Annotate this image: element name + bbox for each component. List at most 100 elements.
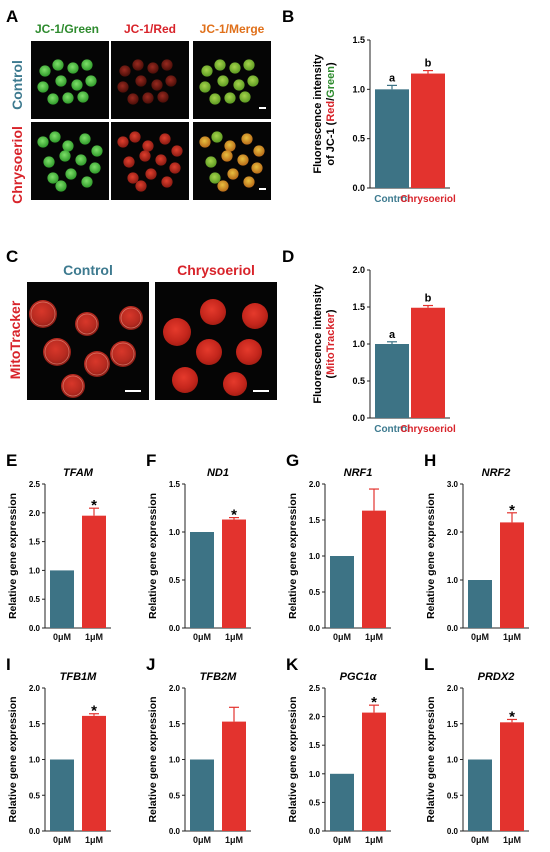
x-tick-label: 0μM — [471, 632, 489, 642]
y-tick-label: 1.5 — [352, 302, 365, 312]
cell — [224, 140, 236, 152]
y-axis-label: Relative gene expression — [147, 696, 159, 822]
panel-letter-e: E — [6, 451, 17, 470]
cell — [47, 172, 59, 184]
bar-control — [468, 580, 492, 628]
y-tick-label: 0.0 — [309, 624, 321, 633]
x-tick-label: 0μM — [333, 835, 351, 845]
cell — [123, 156, 135, 168]
cell — [37, 136, 49, 148]
x-tick-label: 1μM — [85, 632, 103, 642]
bar-control — [50, 759, 74, 831]
jc1-micrograph — [193, 122, 271, 200]
cell — [43, 156, 55, 168]
y-tick-label: 1.5 — [169, 480, 181, 489]
y-tick-label: 2.0 — [169, 684, 181, 693]
cell — [201, 65, 213, 77]
chart-f: 0.0 0.5 1.0 1.5 0μM * 1μM ND1 Relative gene expr… — [147, 467, 251, 642]
cell — [62, 92, 74, 104]
x-tick-label: 0μM — [193, 632, 211, 642]
y-tick-label: 1.0 — [309, 552, 321, 561]
jc1-micrograph — [193, 41, 271, 119]
cell — [129, 131, 141, 143]
bar-control — [50, 570, 74, 628]
cell — [239, 91, 251, 103]
y-tick-label: 2.5 — [29, 480, 41, 489]
y-tick-label: 2.0 — [309, 480, 321, 489]
oocyte — [236, 339, 262, 365]
chart-l: 0.0 0.5 1.0 1.5 2.0 0μM * 1μM PRDX2 Relative gene… — [425, 671, 529, 845]
y-tick-label: 1.5 — [29, 720, 41, 729]
y-tick-label: 1.0 — [29, 756, 41, 765]
bar-treated — [222, 519, 246, 628]
cell — [243, 176, 255, 188]
chart-title: NRF2 — [482, 467, 511, 479]
y-tick-label: 0.5 — [352, 376, 365, 386]
cell — [71, 79, 83, 91]
bar-control — [375, 89, 409, 188]
cell — [59, 150, 71, 162]
significance-letter: a — [389, 329, 396, 341]
bar-treated — [411, 73, 445, 188]
chart-i: 0.0 0.5 1.0 1.5 2.0 0μM * 1μM TFB1M Relative gene… — [7, 671, 111, 845]
chart-title: TFB1M — [60, 671, 98, 683]
cell — [142, 92, 154, 104]
mitotracker-row-label: MitoTracker — [7, 300, 23, 379]
y-tick-label: 0.5 — [169, 791, 181, 800]
y-tick-label: 0.5 — [309, 588, 321, 597]
x-tick-label: 0μM — [53, 632, 71, 642]
bar-treated — [222, 721, 246, 831]
y-axis-label: Fluorescence intensity — [312, 54, 324, 174]
y-axis-label: Relative gene expression — [287, 696, 299, 822]
jc1-micrograph — [111, 41, 189, 119]
cell — [224, 92, 236, 104]
y-tick-label: 2.0 — [447, 528, 459, 537]
cell — [221, 150, 233, 162]
y-tick-label: 1.5 — [309, 741, 321, 750]
cell — [62, 140, 74, 152]
mito-control-label: Control — [63, 262, 113, 278]
mitotracker-micrograph — [155, 282, 277, 400]
chart-j: 0.0 0.5 1.0 1.5 2.0 0μM 1μM TFB2M Relative gene … — [147, 671, 251, 845]
cell — [171, 145, 183, 157]
y-axis-label: Relative gene expression — [7, 493, 19, 619]
bar-treated — [500, 722, 524, 831]
x-tick-label: 1μM — [503, 632, 521, 642]
cell — [209, 172, 221, 184]
cell — [132, 59, 144, 71]
cell — [155, 154, 167, 166]
cell — [243, 59, 255, 71]
panel-letter-j: J — [146, 655, 155, 674]
oocyte — [110, 341, 136, 367]
cell — [37, 81, 49, 93]
y-tick-label: 0.5 — [447, 791, 459, 800]
cell — [81, 59, 93, 71]
cell — [145, 168, 157, 180]
jc1-micrograph — [31, 122, 109, 200]
cell — [229, 62, 241, 74]
x-tick-label: 1μM — [365, 632, 383, 642]
significance-letter: b — [425, 58, 432, 70]
bar-treated — [500, 522, 524, 628]
chart-e: 0.0 0.5 1.0 1.5 2.0 2.5 0μM * 1μM TFAM Relative ge… — [7, 467, 111, 642]
y-tick-label: 3.0 — [447, 480, 459, 489]
bar-control — [375, 344, 409, 418]
y-axis-label: Relative gene expression — [287, 493, 299, 619]
bar-control — [330, 556, 354, 628]
cell — [139, 150, 151, 162]
panel-letter-k: K — [286, 655, 299, 674]
mito-chrysoeriol-label: Chrysoeriol — [177, 262, 255, 278]
cell — [117, 136, 129, 148]
y-tick-label: 2.0 — [352, 265, 365, 275]
cell — [142, 140, 154, 152]
y-tick-label: 0.0 — [29, 827, 41, 836]
y-axis-label: Relative gene expression — [425, 493, 437, 619]
y-tick-label: 0.5 — [309, 798, 321, 807]
y-tick-label: 1.0 — [29, 566, 41, 575]
jc1-micrograph-grid — [31, 41, 271, 200]
y-tick-label: 1.5 — [447, 720, 459, 729]
y-tick-label: 1.5 — [29, 538, 41, 547]
chart-g: 0.0 0.5 1.0 1.5 2.0 0μM 1μM NRF1 Relative gene e… — [287, 467, 391, 642]
chart-title: TFAM — [63, 467, 94, 479]
bar-control — [330, 773, 354, 831]
